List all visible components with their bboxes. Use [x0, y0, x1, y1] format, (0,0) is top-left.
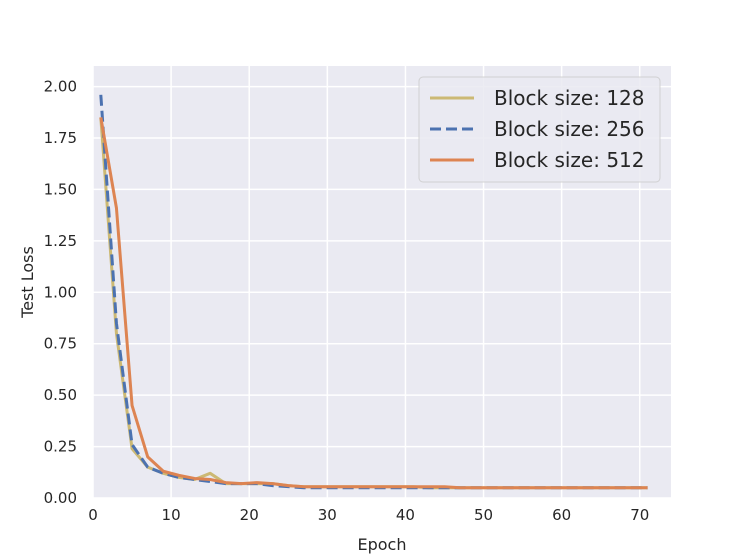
x-tick-label: 20 [240, 506, 259, 524]
x-tick-label: 60 [552, 506, 571, 524]
y-axis-label: Test Loss [18, 246, 37, 319]
y-tick-label: 2.00 [44, 78, 77, 96]
y-tick-label: 0.75 [44, 335, 77, 353]
y-tick-label: 1.75 [44, 129, 77, 147]
y-tick-label: 0.25 [44, 438, 77, 456]
legend-label: Block size: 256 [494, 117, 645, 141]
series-lines [99, 94, 648, 490]
x-axis-ticks: 0 10 20 30 40 50 60 70 [88, 506, 649, 524]
x-tick-label: 30 [318, 506, 337, 524]
legend-label: Block size: 512 [494, 148, 645, 172]
x-tick-label: 40 [396, 506, 415, 524]
y-axis-ticks: 0.00 0.25 0.50 0.75 1.00 1.25 1.50 1.75 2.00 [44, 78, 77, 507]
y-tick-label: 0.00 [44, 489, 77, 507]
y-tick-label: 1.00 [44, 283, 77, 301]
y-tick-label: 0.50 [44, 386, 77, 404]
legend-label: Block size: 128 [494, 86, 645, 110]
x-axis-label: Epoch [358, 535, 407, 554]
y-tick-label: 1.25 [44, 232, 77, 250]
y-tick-label: 1.50 [44, 180, 77, 198]
legend-box [418, 76, 661, 183]
x-tick-label: 0 [88, 506, 98, 524]
x-tick-label: 10 [162, 506, 181, 524]
legend-entries: Block size: 128 Block size: 256 Block size… [430, 86, 645, 172]
legend: Block size: 128 Block size: 256 Block size… [418, 76, 661, 183]
series-line-3 [99, 117, 648, 490]
x-tick-label: 50 [474, 506, 493, 524]
x-tick-label: 70 [630, 506, 649, 524]
